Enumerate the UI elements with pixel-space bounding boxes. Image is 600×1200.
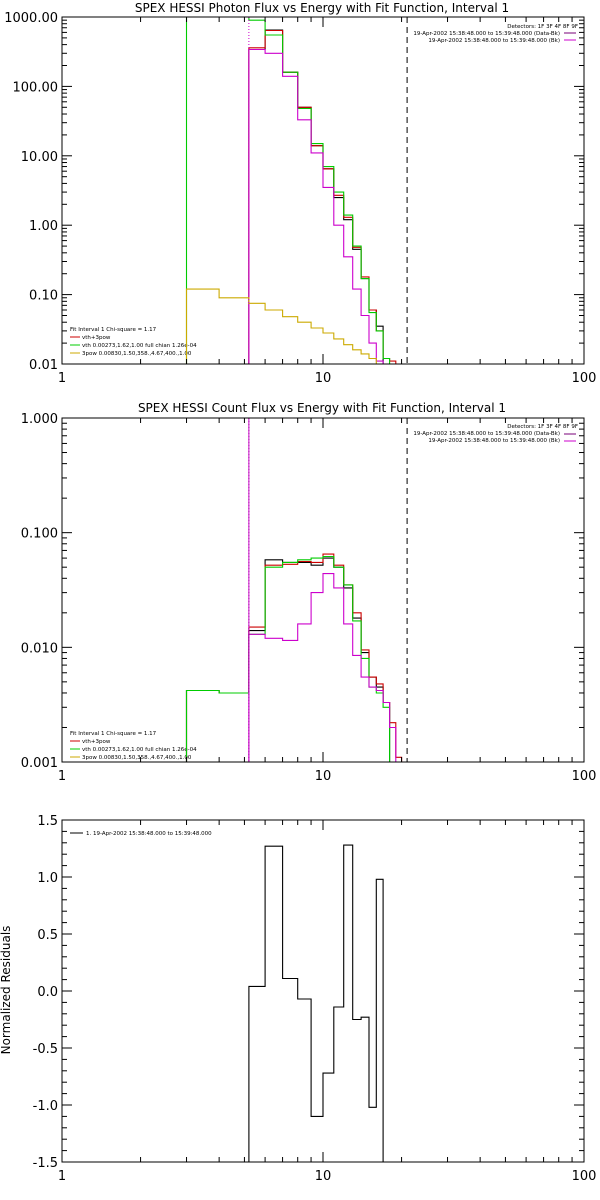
chart2-ytick-label: -1.5 <box>33 1156 58 1171</box>
chart0-ytick-label: 1.00 <box>29 219 58 234</box>
count-legend-fit-3: 3pow 0.00830,1.50,358.,4.67,400.,1.00 <box>82 755 192 761</box>
chart2-ytick-label: 1.5 <box>37 814 58 829</box>
chart2-series-0-step-line <box>248 844 384 1162</box>
photon-detectors-label: Detectors: 1F 3F 4F 8F 9F <box>507 24 578 30</box>
chart2-ytick-label: 0.0 <box>37 985 58 1000</box>
residuals-legend: 1. 19-Apr-2002 15:38:48.000 to 15:39:48.… <box>86 831 212 837</box>
chart1-xtick-label: 10 <box>315 769 332 784</box>
chart0-ytick-label: 100.00 <box>13 80 59 95</box>
chart0-series-1-step-line <box>248 29 397 364</box>
chart2-ytick-label: 1.0 <box>37 871 58 886</box>
count-legend-fit-1: vth+3pow <box>82 739 111 745</box>
count-legend-top-2: 19-Apr-2002 15:38:48.000 to 15:39:48.000… <box>428 438 560 444</box>
count-flux-title: SPEX HESSI Count Flux vs Energy with Fit… <box>138 401 506 415</box>
chart1-series-3-step-line <box>248 573 397 762</box>
chart0-ytick-label: 1000.00 <box>4 11 58 26</box>
photon-legend-fit-2: vth 0.00273,1.62,1.00 full chian 1.26e-0… <box>82 343 197 349</box>
chart2-xtick-label: 100 <box>572 1169 597 1184</box>
chart1-xtick-label: 1 <box>58 769 66 784</box>
count-legend-fit-2: vth 0.00273,1.62,1.00 full chian 1.26e-0… <box>82 747 197 753</box>
count-fit-header: Fit Interval 1 Chi-square = 1.17 <box>70 731 157 737</box>
photon-flux-panel: SPEX HESSI Photon Flux vs Energy with Fi… <box>4 1 596 386</box>
chart1-ytick-label: 0.100 <box>21 527 58 542</box>
photon-legend-top-2: 19-Apr-2002 15:38:48.000 to 15:39:48.000… <box>428 38 560 44</box>
chart2-xtick-label: 1 <box>58 1169 66 1184</box>
residuals-panel: Normalized Residuals 1. 19-Apr-2002 15:3… <box>0 814 596 1184</box>
photon-legend-fit-3: 3pow 0.00830,1.50,358.,4.67,400.,1.00 <box>82 351 192 357</box>
chart1-ytick-label: 1.000 <box>21 412 58 427</box>
chart2-xtick-label: 10 <box>315 1169 332 1184</box>
chart2-ytick-label: 0.5 <box>37 928 58 943</box>
chart0-ytick-label: 0.01 <box>29 358 58 373</box>
chart0-ytick-label: 0.10 <box>29 289 58 304</box>
chart1-ytick-label: 0.010 <box>21 641 58 656</box>
chart0-xtick-label: 100 <box>572 371 597 386</box>
chart0-xtick-label: 1 <box>58 371 66 386</box>
photon-legend-top-1: 19-Apr-2002 15:38:48.000 to 15:39:48.000… <box>413 31 560 37</box>
photon-flux-title: SPEX HESSI Photon Flux vs Energy with Fi… <box>135 1 509 15</box>
chart1-ytick-label: 0.001 <box>21 756 58 771</box>
chart0-xtick-label: 10 <box>315 371 332 386</box>
chart0-ytick-label: 10.00 <box>21 150 58 165</box>
residuals-ylabel: Normalized Residuals <box>0 926 13 1055</box>
chart2-ytick-label: -1.0 <box>33 1099 58 1114</box>
photon-legend-fit-1: vth+3pow <box>82 335 111 341</box>
count-legend-top-1: 19-Apr-2002 15:38:48.000 to 15:39:48.000… <box>413 431 560 437</box>
chart2-ytick-label: -0.5 <box>33 1042 58 1057</box>
chart0-axis-frame <box>61 16 585 365</box>
photon-fit-header: Fit Interval 1 Chi-square = 1.17 <box>70 327 157 333</box>
count-flux-panel: SPEX HESSI Count Flux vs Energy with Fit… <box>21 401 597 784</box>
chart1-series-2-step-line <box>185 555 391 762</box>
chart0-series-3-step-line <box>248 48 384 364</box>
chart1-series-0-step-line <box>185 557 391 762</box>
chart0-series-0-step-line <box>248 29 384 364</box>
chart0-series-2-step-line <box>185 17 391 364</box>
chart1-xtick-label: 100 <box>572 769 597 784</box>
chart0-series-4-step-line <box>185 288 384 364</box>
count-detectors-label: Detectors: 1F 3F 4F 8F 9F <box>507 424 578 430</box>
